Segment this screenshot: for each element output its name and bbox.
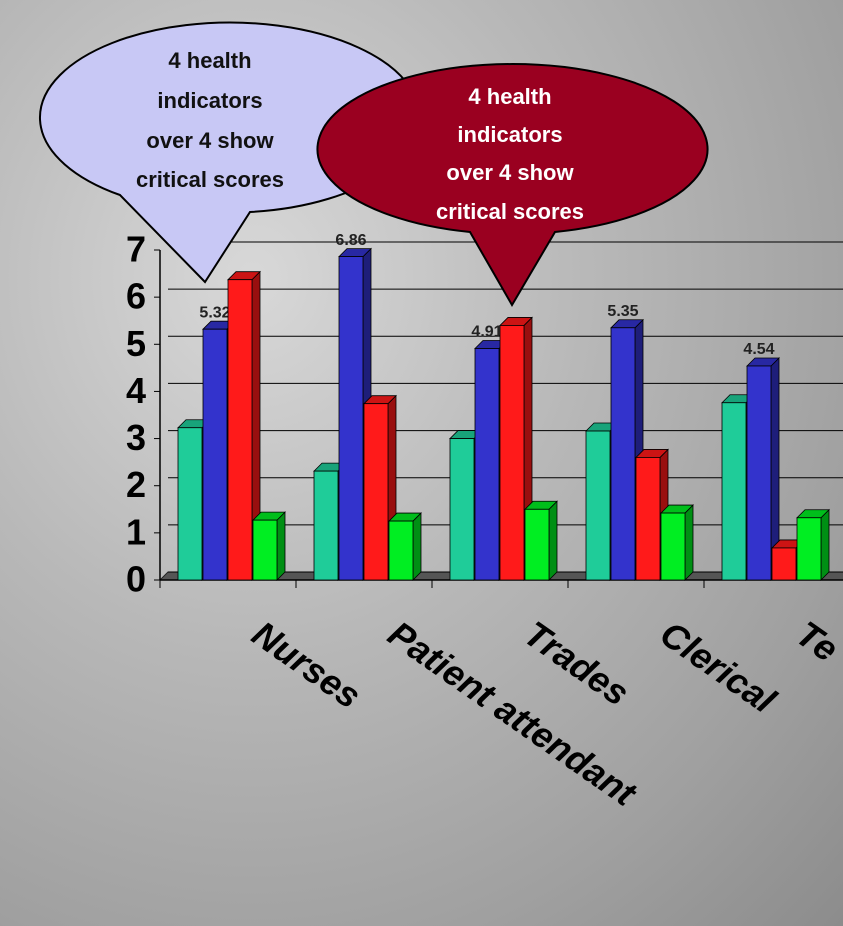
x-tick-label: Patient attendant	[381, 613, 645, 815]
callout-text: 4 health	[168, 48, 251, 73]
value-label: 5.35	[607, 303, 638, 320]
y-tick-label: 3	[126, 417, 146, 458]
callout: 4 health indicators over 4 show critical…	[316, 63, 709, 307]
bar-top-shade	[253, 512, 285, 521]
y-tick-label: 6	[126, 276, 146, 317]
value-label: 4.54	[743, 341, 774, 358]
bar	[499, 325, 525, 581]
callout: 4 health indicators over 4 show critical…	[38, 21, 421, 284]
callout-bubble	[316, 63, 709, 307]
callout-text: indicators	[157, 88, 262, 113]
bar-top-shade	[450, 430, 482, 439]
value-label: 5.32	[199, 304, 230, 321]
bar	[585, 430, 611, 581]
bar	[313, 470, 339, 581]
bar-top-shade	[772, 539, 804, 548]
callout-text: indicators	[457, 122, 562, 147]
bar-top-shade	[364, 395, 396, 404]
bar	[635, 457, 661, 581]
bar-top-shade	[722, 394, 754, 403]
bar-side-shade	[771, 357, 779, 580]
bar-top-shade	[500, 317, 532, 326]
y-tick-label: 7	[126, 229, 146, 270]
bar-top-shade	[661, 505, 693, 514]
x-tick-label: Clerical	[653, 613, 784, 722]
bar	[524, 508, 550, 581]
callout-text: over 4 show	[146, 128, 274, 153]
bar-top-shade	[747, 357, 779, 366]
bar	[202, 328, 228, 581]
bar	[796, 517, 822, 581]
bar	[363, 403, 389, 581]
bar-top-shade	[586, 423, 618, 432]
bar	[338, 256, 364, 581]
bar	[474, 348, 500, 581]
y-tick-label: 4	[126, 370, 146, 411]
bar-top-shade	[339, 248, 371, 257]
bar	[177, 427, 203, 581]
bar-side-shade	[549, 501, 557, 580]
bar	[746, 365, 772, 581]
bar	[227, 279, 253, 581]
bar-top-shade	[389, 513, 421, 522]
bar	[771, 547, 797, 581]
bar-side-shade	[685, 505, 693, 580]
value-label: 6.86	[335, 232, 366, 249]
bar-side-shade	[252, 271, 260, 580]
bar	[721, 402, 747, 581]
bar-side-shade	[413, 513, 421, 580]
bar-top-shade	[203, 321, 235, 330]
x-tick-label: Nurses	[245, 613, 369, 717]
callout-text: over 4 show	[446, 160, 574, 185]
bar-top-shade	[636, 449, 668, 458]
bar-top-shade	[178, 419, 210, 428]
bar-top-shade	[475, 340, 507, 349]
bar-top-shade	[314, 463, 346, 472]
value-label: 4.91	[471, 324, 502, 341]
bar	[449, 438, 475, 581]
bar	[610, 327, 636, 581]
y-tick-label: 1	[126, 511, 146, 552]
y-tick-label: 0	[126, 559, 146, 600]
bar-top-shade	[525, 501, 557, 510]
bar-side-shade	[821, 509, 829, 580]
callout-text: critical scores	[136, 167, 284, 192]
bar	[388, 520, 414, 581]
bar-top-shade	[797, 509, 829, 518]
bar-top-shade	[228, 271, 260, 280]
y-tick-label: 5	[126, 323, 146, 364]
bar	[252, 519, 278, 581]
y-tick-label: 2	[126, 464, 146, 505]
bar	[660, 512, 686, 581]
x-tick-label: Trades	[517, 613, 637, 714]
callout-text: critical scores	[436, 199, 584, 224]
bar-top-shade	[611, 319, 643, 328]
x-tick-label: Te	[789, 613, 843, 670]
callout-text: 4 health	[468, 84, 551, 109]
bar-side-shade	[277, 512, 285, 580]
